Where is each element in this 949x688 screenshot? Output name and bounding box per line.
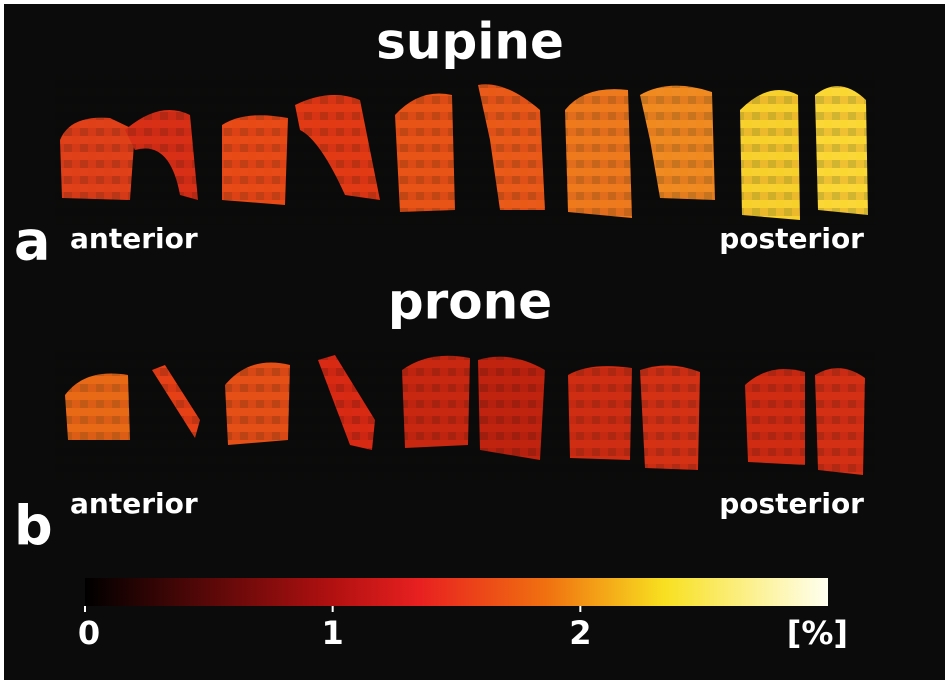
colorbar-unit: [%] — [787, 614, 848, 652]
supine-images — [55, 75, 875, 225]
colorbar — [85, 578, 828, 606]
figure: supine a anterior posterior prone b anterior po… — [0, 0, 949, 684]
colorbar-tick-label: 0 — [78, 614, 100, 652]
right-label: posterior — [719, 487, 864, 520]
colorbar-tick-label: 1 — [322, 614, 344, 652]
panel-title: supine — [376, 13, 564, 71]
panel-label: b — [14, 495, 53, 558]
right-label: posterior — [719, 222, 864, 255]
panel-label: a — [14, 210, 50, 273]
left-label: anterior — [70, 222, 198, 255]
panel-title: prone — [388, 273, 552, 331]
left-label: anterior — [70, 487, 198, 520]
colorbar-tick-label: 2 — [569, 614, 591, 652]
prone-images — [55, 350, 875, 480]
